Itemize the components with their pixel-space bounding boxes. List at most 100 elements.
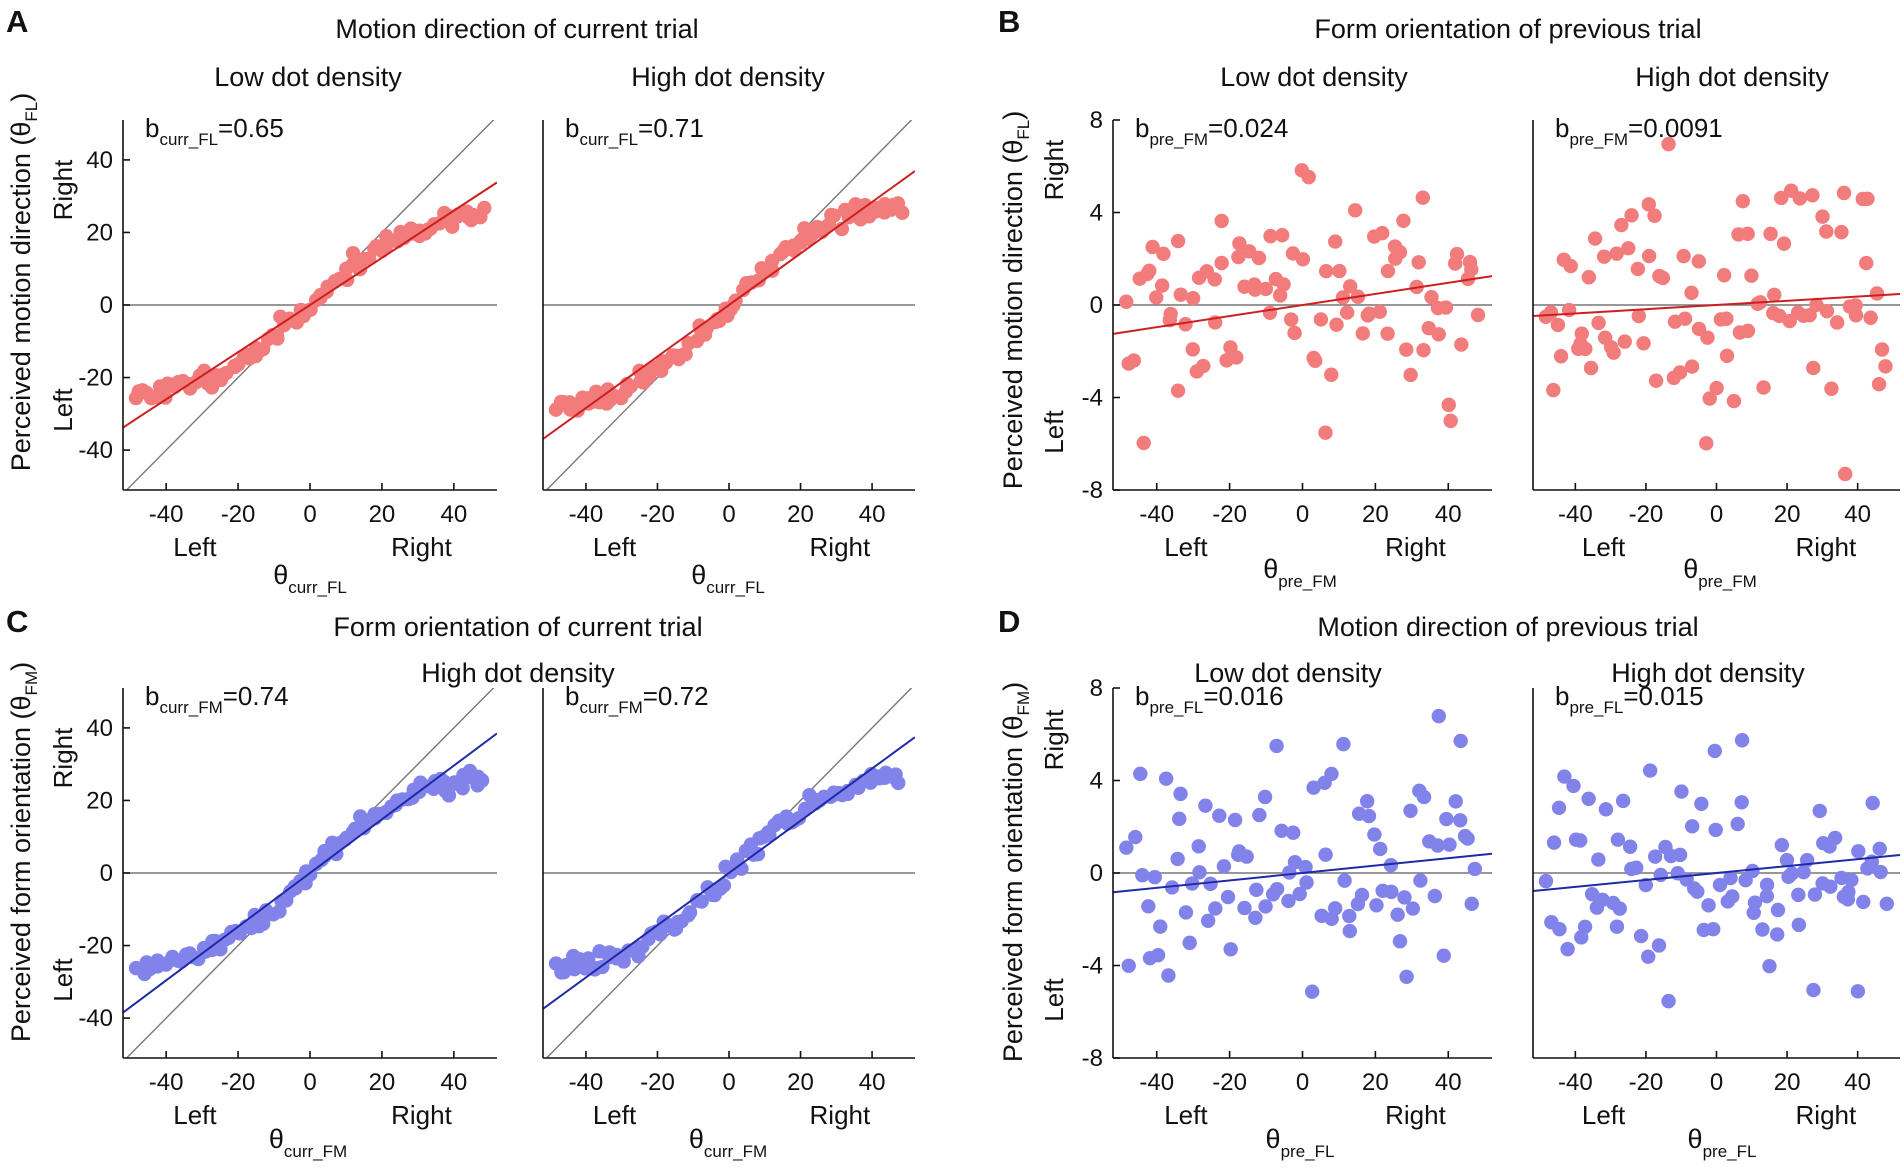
data-point: [1702, 391, 1717, 406]
data-point: [1824, 381, 1839, 396]
data-point: [1251, 250, 1267, 266]
data-point: [1779, 852, 1795, 868]
data-point: [1684, 285, 1699, 301]
data-point: [1438, 300, 1454, 315]
data-point: [1227, 812, 1243, 828]
x-axis-label-main: θ: [1263, 554, 1278, 584]
x-tick-label: 0: [1710, 501, 1723, 528]
data-point: [1661, 136, 1676, 152]
data-point: [1767, 287, 1782, 302]
data-point: [750, 846, 766, 862]
x-tick-label: 40: [1435, 501, 1462, 528]
data-point: [1744, 268, 1759, 283]
beta-symbol: b: [565, 113, 579, 143]
beta-annotation: bcurr_FL=0.65: [145, 113, 284, 149]
beta-symbol: b: [1555, 681, 1569, 711]
x-side-left: Left: [593, 532, 637, 562]
data-point: [1223, 942, 1238, 957]
data-point: [1591, 852, 1606, 867]
x-tick-label: 0: [1296, 501, 1309, 528]
data-point: [1119, 294, 1134, 309]
beta-value: =0.71: [638, 113, 704, 143]
data-point: [1153, 919, 1168, 934]
data-point: [1332, 263, 1347, 279]
data-point: [1269, 738, 1284, 754]
data-point: [1630, 261, 1646, 277]
data-point: [1399, 342, 1414, 357]
y-tick-label: -20: [78, 933, 113, 960]
data-point: [1208, 901, 1223, 916]
x-side-left: Left: [1164, 1100, 1208, 1130]
data-point: [1566, 778, 1581, 794]
data-point: [1298, 859, 1313, 875]
x-tick-label: -40: [1558, 1069, 1593, 1096]
x-tick-label: 40: [1435, 1069, 1462, 1096]
beta-annotation: bpre_FM=0.0091: [1555, 113, 1723, 149]
x-tick-label: 40: [1844, 1069, 1871, 1096]
data-point: [1622, 839, 1638, 854]
data-point: [1690, 884, 1705, 899]
data-point: [1850, 984, 1866, 999]
x-axis-label-sub: pre_FL: [1703, 1142, 1757, 1161]
data-point: [1543, 305, 1559, 320]
data-point: [616, 954, 631, 969]
panel-b-subtitle-high: High dot density: [1635, 62, 1829, 92]
data-point: [1776, 236, 1792, 251]
data-point: [1648, 373, 1664, 388]
x-axis-label: θcurr_FM: [689, 1124, 767, 1161]
data-point: [1324, 367, 1339, 382]
beta-symbol: b: [1135, 113, 1149, 143]
data-point: [1655, 270, 1671, 286]
data-point: [1583, 360, 1599, 376]
panel-letter-c: C: [6, 604, 28, 639]
x-axis-label-sub: curr_FL: [288, 578, 347, 597]
data-point: [1770, 902, 1786, 918]
data-point: [1467, 861, 1483, 877]
data-point: [1342, 923, 1357, 939]
panel-b-subtitle-low: Low dot density: [1220, 62, 1408, 92]
data-point: [1647, 208, 1662, 223]
y-tick-label: 40: [86, 715, 113, 742]
panel-letter-d: D: [998, 604, 1020, 639]
x-side-left: Left: [593, 1100, 637, 1130]
data-point: [1631, 308, 1646, 324]
data-point: [1606, 345, 1621, 360]
beta-symbol: b: [145, 681, 159, 711]
data-point: [1392, 245, 1408, 260]
data-point: [1707, 743, 1722, 759]
x-side-left: Left: [1582, 532, 1626, 562]
data-point: [1281, 893, 1296, 909]
data-point: [1869, 286, 1885, 301]
data-point: [1304, 984, 1320, 999]
x-axis-label: θcurr_FM: [269, 1124, 347, 1161]
data-point: [1636, 336, 1651, 351]
data-point: [1712, 877, 1728, 893]
beta-value: =0.024: [1208, 113, 1288, 143]
data-point: [1231, 249, 1246, 265]
data-point: [1809, 297, 1824, 313]
data-point: [1774, 837, 1790, 853]
x-tick-label: 0: [1710, 1069, 1723, 1096]
data-point: [1318, 847, 1333, 862]
data-point: [1339, 305, 1355, 320]
x-tick-label: 20: [787, 1069, 814, 1096]
x-side-right: Right: [810, 1100, 871, 1130]
data-point: [1355, 326, 1370, 341]
x-axis-label: θpre_FL: [1266, 1124, 1335, 1161]
data-point: [1411, 255, 1426, 270]
data-point: [1661, 993, 1676, 1009]
data-point: [1405, 901, 1421, 916]
x-tick-label: 20: [369, 1069, 396, 1096]
data-point: [1361, 808, 1377, 824]
data-point: [1347, 203, 1363, 218]
x-tick-label: -40: [149, 1069, 184, 1096]
data-point: [1747, 895, 1763, 910]
data-point: [1759, 888, 1775, 904]
data-point: [891, 775, 906, 791]
data-point: [1392, 934, 1408, 949]
data-point: [1439, 811, 1454, 827]
data-point: [1706, 921, 1721, 937]
panel-a-group-title: Motion direction of current trial: [335, 14, 698, 44]
data-point: [1691, 254, 1707, 269]
